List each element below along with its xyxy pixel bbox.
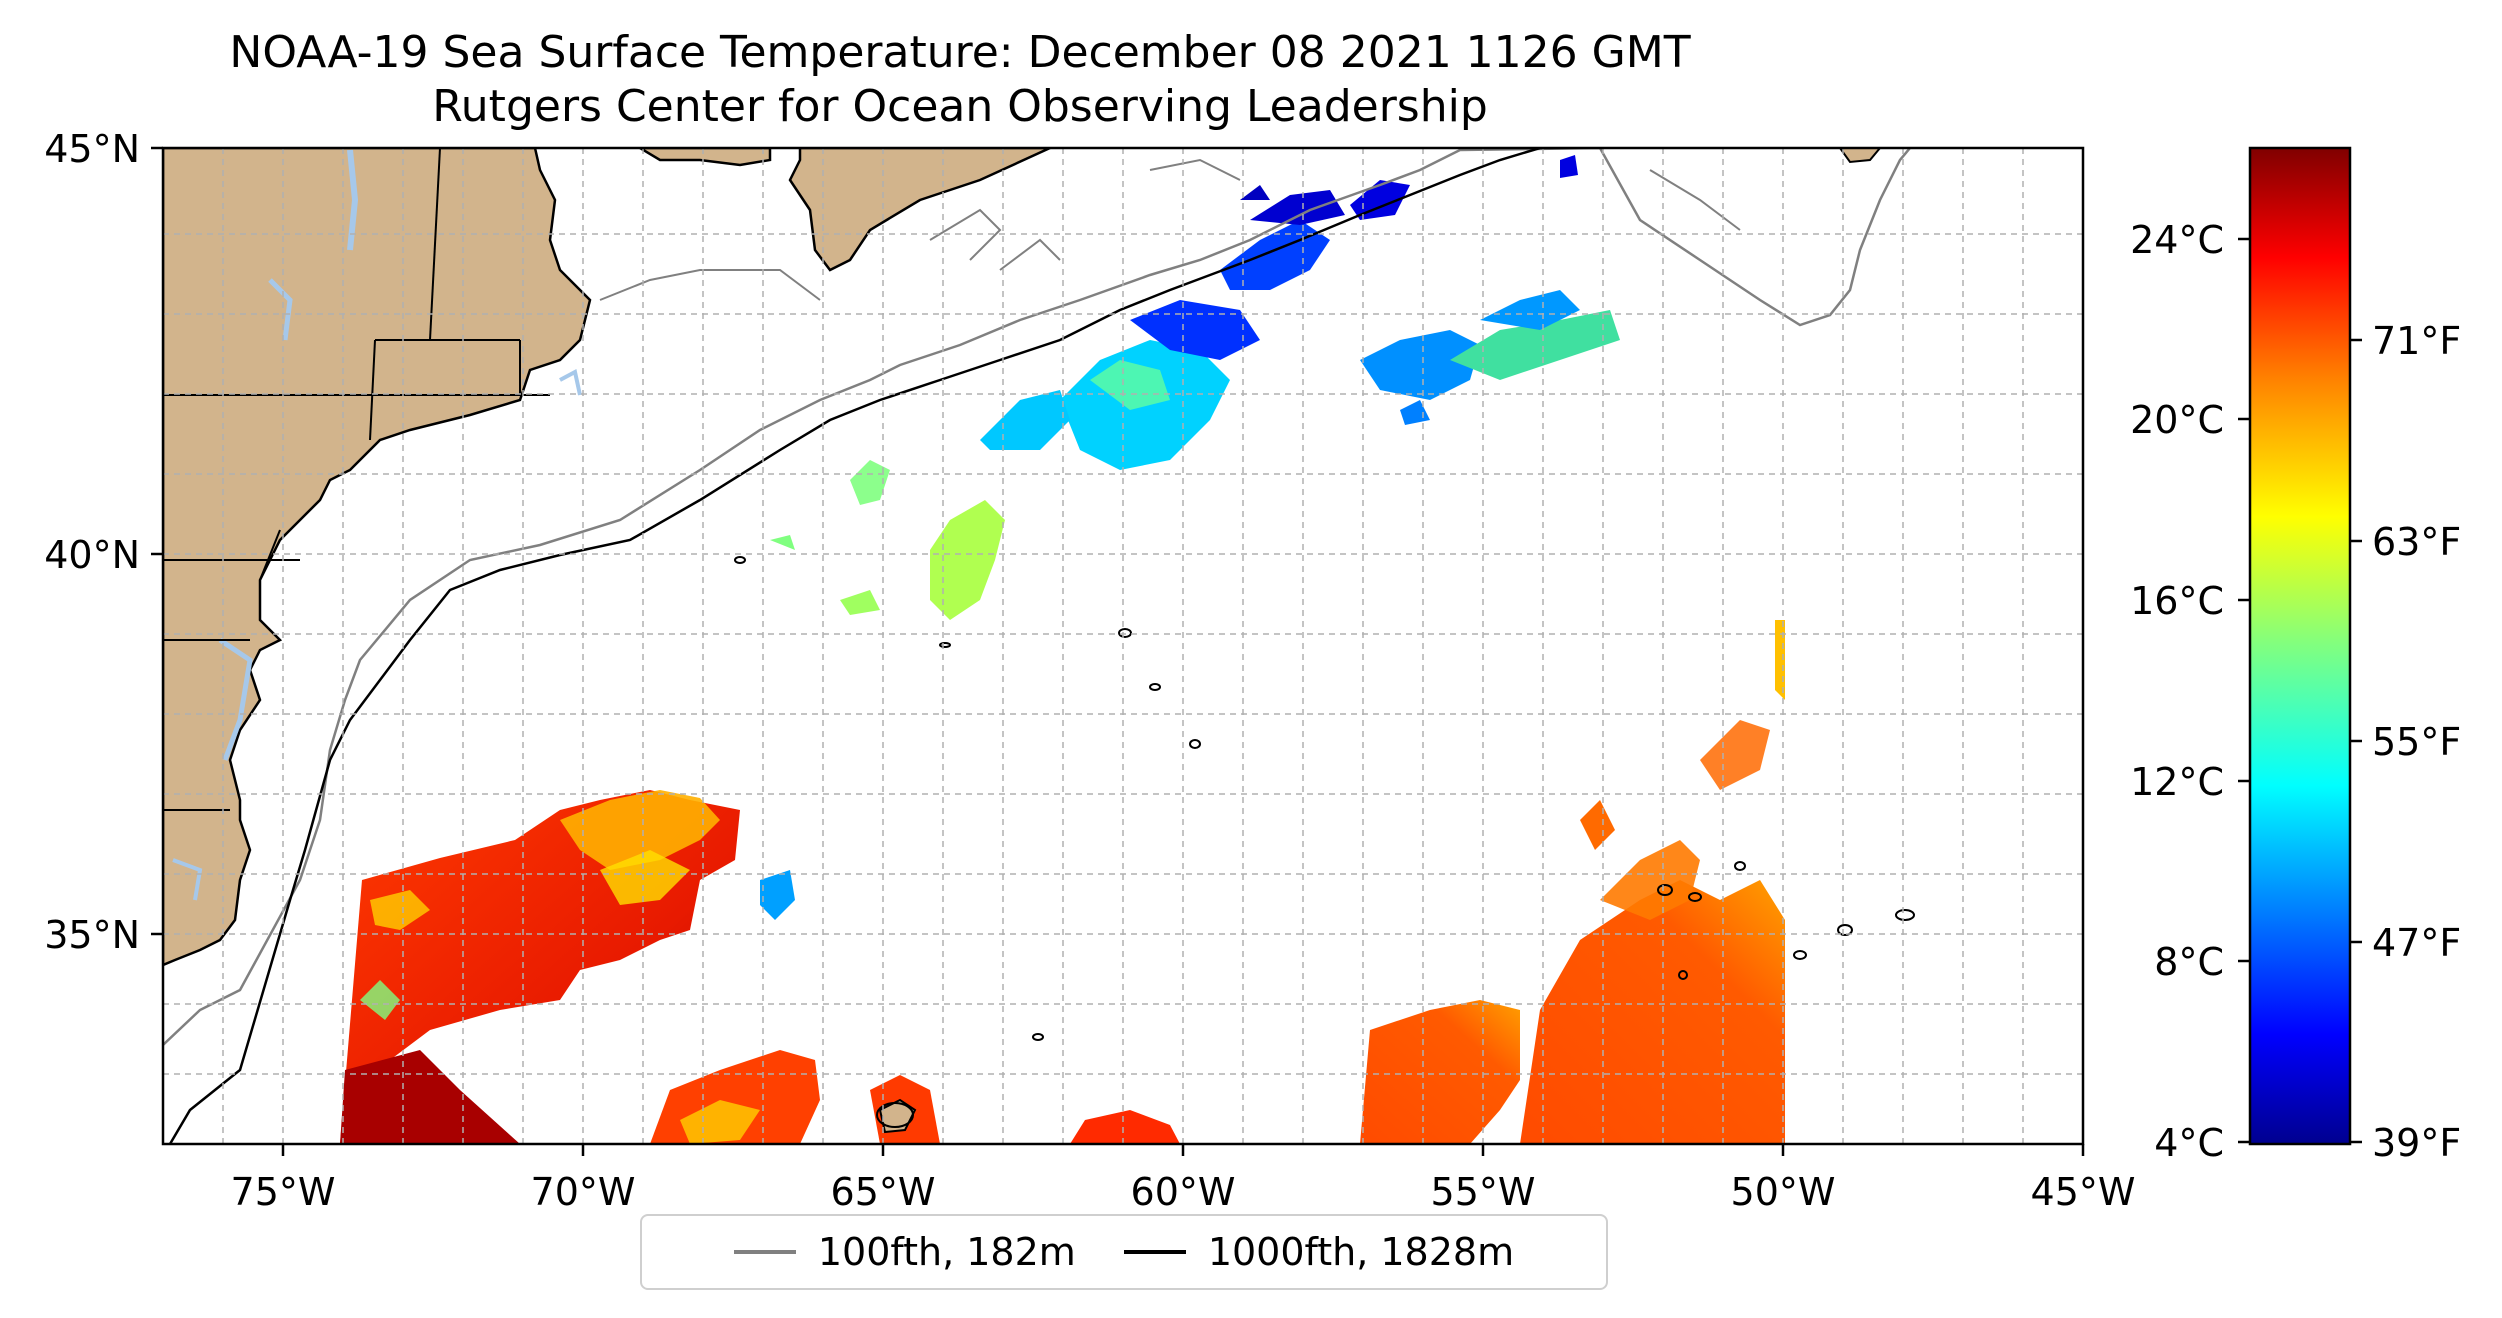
sst-field	[340, 155, 1785, 1144]
legend-label: 100fth, 182m	[817, 1230, 1076, 1274]
lon-tick-marks	[281, 1144, 2085, 1156]
colorbar-celsius-label: 24°C	[2130, 218, 2224, 262]
colorbar-celsius-label: 20°C	[2130, 398, 2224, 442]
lon-tick-label: 65°W	[831, 1170, 936, 1214]
map-subtitle: Rutgers Center for Ocean Observing Leade…	[432, 81, 1488, 132]
legend-line-swatch-black	[1123, 1250, 1186, 1254]
colorbar-fahrenheit-label: 63°F	[2372, 520, 2461, 564]
legend-entry-100fth: 100fth, 182m	[733, 1230, 1076, 1274]
colorbar-celsius-label: 12°C	[2130, 760, 2224, 804]
legend-label: 1000fth, 1828m	[1207, 1230, 1515, 1274]
lat-tick-label: 40°N	[44, 533, 140, 577]
colorbar	[2248, 146, 2352, 1146]
lon-tick-label: 60°W	[1131, 1170, 1236, 1214]
colorbar-fahrenheit-label: 55°F	[2372, 720, 2461, 764]
lon-tick-label: 50°W	[1731, 1170, 1836, 1214]
colorbar-celsius-label: 4°C	[2154, 1121, 2224, 1165]
colorbar-celsius-label: 8°C	[2154, 940, 2224, 984]
legend-line-swatch-gray	[733, 1250, 796, 1254]
lat-tick-label: 35°N	[44, 913, 140, 957]
lon-tick-label: 70°W	[531, 1170, 636, 1214]
seamount-outlines	[734, 556, 1915, 1128]
colorbar-celsius-label: 16°C	[2130, 579, 2224, 623]
lat-tick-label: 45°N	[44, 127, 140, 171]
isobath-1000fth	[168, 148, 1541, 1144]
lon-tick-label: 45°W	[2031, 1170, 2136, 1214]
map-frame	[161, 146, 2085, 1146]
lat-tick-marks	[151, 146, 163, 936]
colorbar-ticks-fahrenheit	[2350, 338, 2362, 1144]
lon-tick-label: 55°W	[1431, 1170, 1536, 1214]
isobath-100fth	[163, 148, 1911, 1046]
colorbar-fahrenheit-label: 47°F	[2372, 921, 2461, 965]
lon-tick-label: 75°W	[231, 1170, 336, 1214]
map-gridlines	[163, 148, 2083, 1144]
colorbar-fahrenheit-label: 39°F	[2372, 1121, 2461, 1165]
legend-entry-1000fth: 1000fth, 1828m	[1123, 1230, 1515, 1274]
isobath-legend: 100fth, 182m 1000fth, 1828m	[640, 1214, 1608, 1290]
map-title: NOAA-19 Sea Surface Temperature: Decembe…	[229, 27, 1691, 78]
colorbar-ticks-celsius	[2238, 237, 2250, 1144]
colorbar-fahrenheit-label: 71°F	[2372, 319, 2461, 363]
